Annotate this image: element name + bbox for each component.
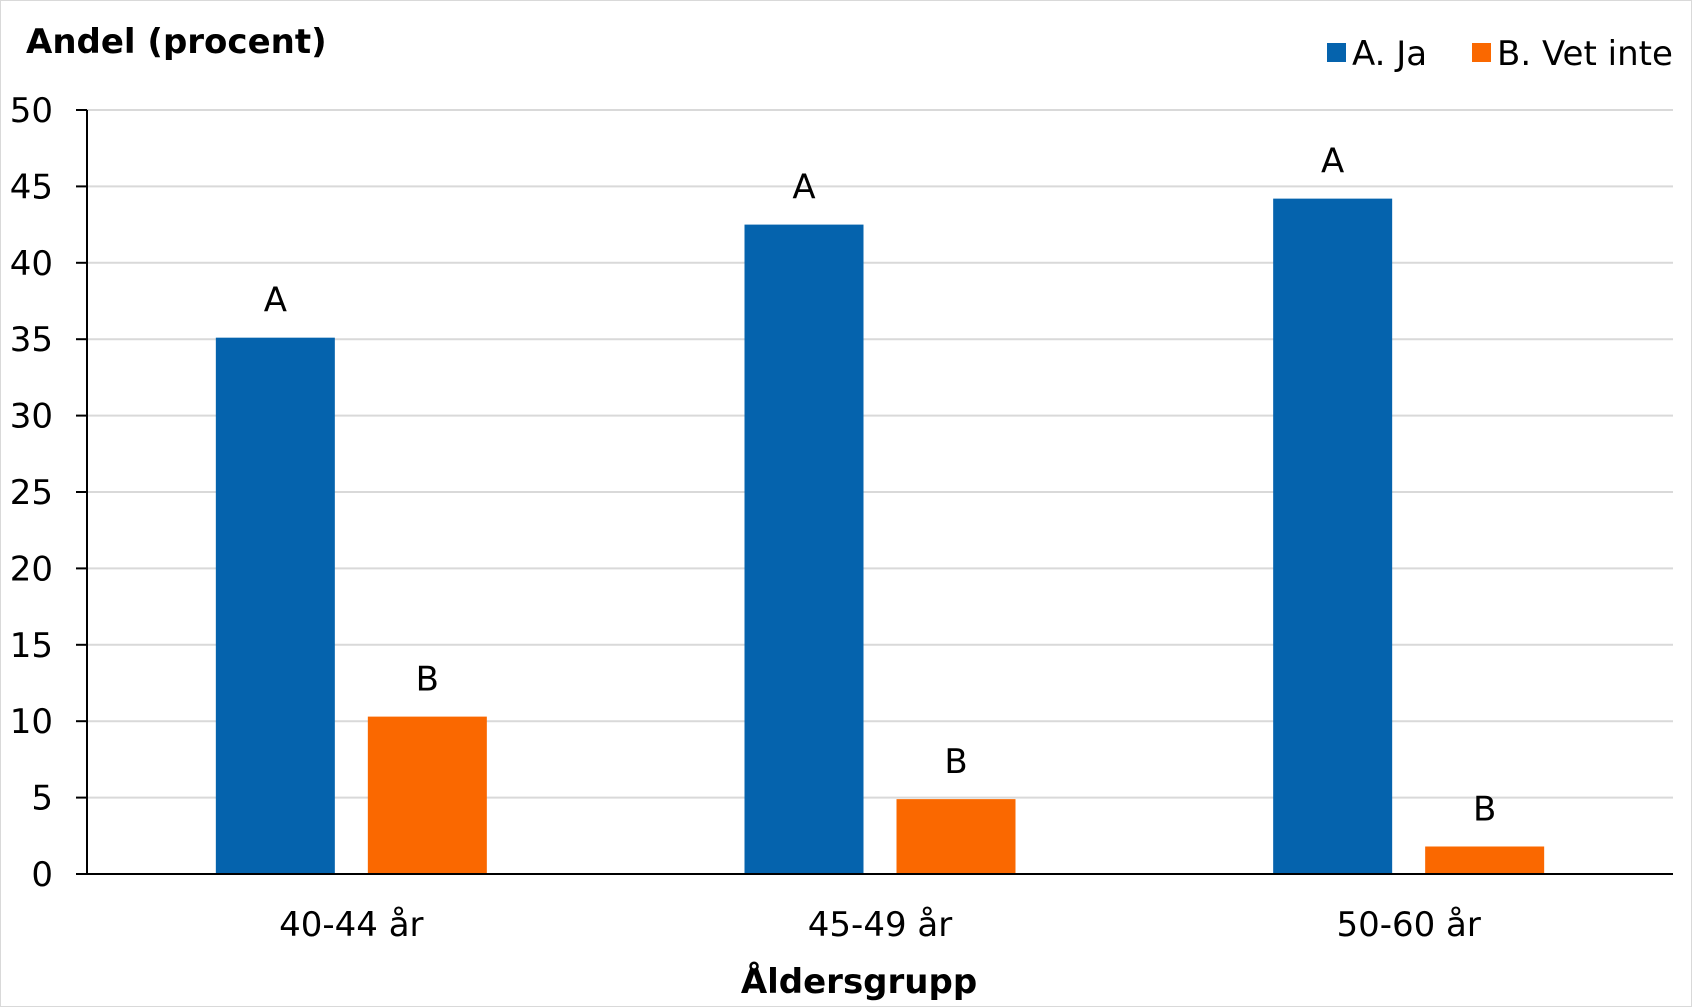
x-tick-label-2: 50-60 år (1336, 905, 1480, 945)
bars (215, 198, 1545, 875)
legend-label-b-vet-inte: B. Vet inte (1497, 34, 1673, 74)
x-axis-title: Åldersgrupp (741, 961, 977, 1002)
y-tick-label-50: 50 (10, 91, 53, 131)
y-tick-label-25: 25 (10, 473, 53, 513)
gridlines (87, 109, 1673, 799)
x-tick-label-0: 40-44 år (279, 905, 423, 945)
bar-b-2 (1425, 846, 1545, 874)
data-label-a-2: A (1321, 142, 1344, 182)
bar-b-0 (367, 716, 487, 874)
y-tick-label-10: 10 (10, 702, 53, 742)
data-label-a-0: A (264, 281, 287, 321)
y-tick-label-20: 20 (10, 549, 53, 589)
data-label-b-0: B (416, 660, 439, 700)
data-label-a-1: A (792, 168, 815, 208)
legend-swatch-b-vet-inte (1472, 43, 1491, 62)
bar-a-1 (744, 224, 864, 875)
y-tick-label-5: 5 (31, 779, 53, 819)
data-label-b-2: B (1473, 789, 1496, 829)
axes: 0 5 10 15 20 25 30 35 40 45 50 40-44 år 45-49 år 50-6… (10, 91, 1673, 945)
bar-a-2 (1273, 198, 1393, 874)
y-tick-label-40: 40 (10, 244, 53, 284)
legend: A. Ja B. Vet inte (1327, 34, 1673, 74)
y-tick-label-15: 15 (10, 626, 53, 666)
y-tick-label-35: 35 (10, 320, 53, 360)
legend-label-a-ja: A. Ja (1352, 34, 1427, 74)
bar-a-0 (215, 337, 335, 874)
y-axis-title: Andel (procent) (26, 22, 327, 62)
data-labels: A B A B A B (264, 142, 1497, 830)
y-tick-label-30: 30 (10, 397, 53, 437)
legend-swatch-a-ja (1327, 43, 1346, 62)
x-tick-label-1: 45-49 år (808, 905, 952, 945)
data-label-b-1: B (944, 742, 967, 782)
y-tick-label-0: 0 (31, 855, 53, 895)
y-tick-label-45: 45 (10, 167, 53, 207)
bar-b-1 (896, 799, 1016, 874)
